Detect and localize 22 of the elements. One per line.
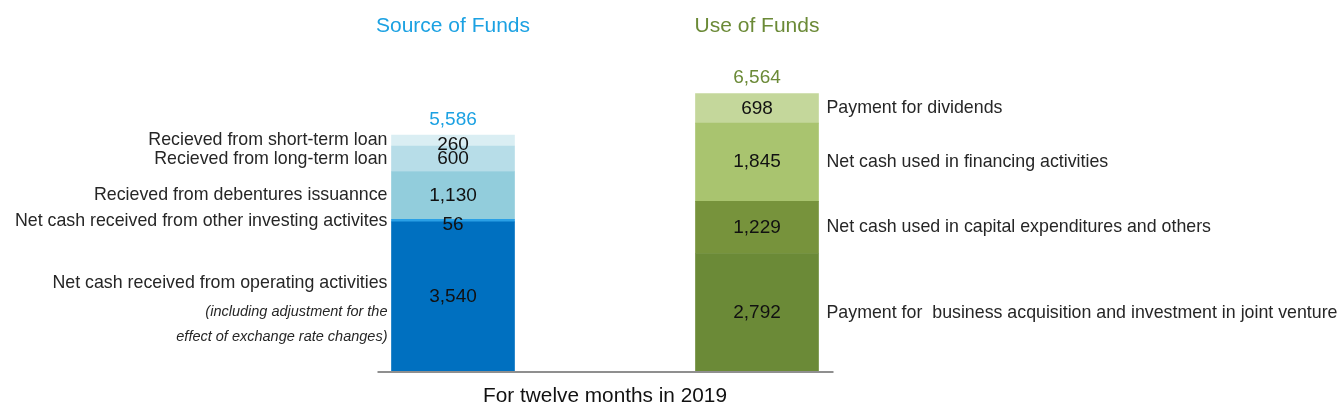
total-label: 6,564 bbox=[733, 66, 782, 88]
series-label: Net cash received from operating activities bbox=[52, 271, 388, 292]
x-tick-label: Use of Funds bbox=[694, 13, 820, 37]
data-label: 698 bbox=[741, 96, 773, 118]
series-label: Recieved from long-term loan bbox=[154, 147, 388, 168]
series-label: Payment for business acquisition and investment in joint venture bbox=[826, 301, 1338, 322]
total-label: 5,586 bbox=[429, 107, 477, 129]
x-tick-label: Source of Funds bbox=[375, 13, 531, 37]
data-label: 1,229 bbox=[733, 215, 781, 237]
series-label: Recieved from debentures issuannce bbox=[93, 184, 388, 205]
x-axis-title: For twelve months in 2019 bbox=[483, 382, 727, 406]
annotation: (including adjustment for the effect of exchange rate changes) bbox=[176, 302, 388, 344]
data-label: 3,540 bbox=[429, 285, 477, 307]
data-label: 1,130 bbox=[429, 183, 477, 205]
series-label: Net cash used in financing activities bbox=[826, 151, 1109, 172]
series-label: Net cash received from other investing activites bbox=[14, 209, 388, 230]
series-label: Net cash used in capital expenditures and others bbox=[826, 216, 1212, 237]
data-label: 56 bbox=[442, 212, 464, 234]
data-label: 1,845 bbox=[733, 150, 781, 172]
series-label: Payment for dividends bbox=[826, 97, 1003, 118]
series-label: Recieved from short-term loan bbox=[148, 129, 388, 150]
data-label: 2,792 bbox=[733, 301, 781, 322]
